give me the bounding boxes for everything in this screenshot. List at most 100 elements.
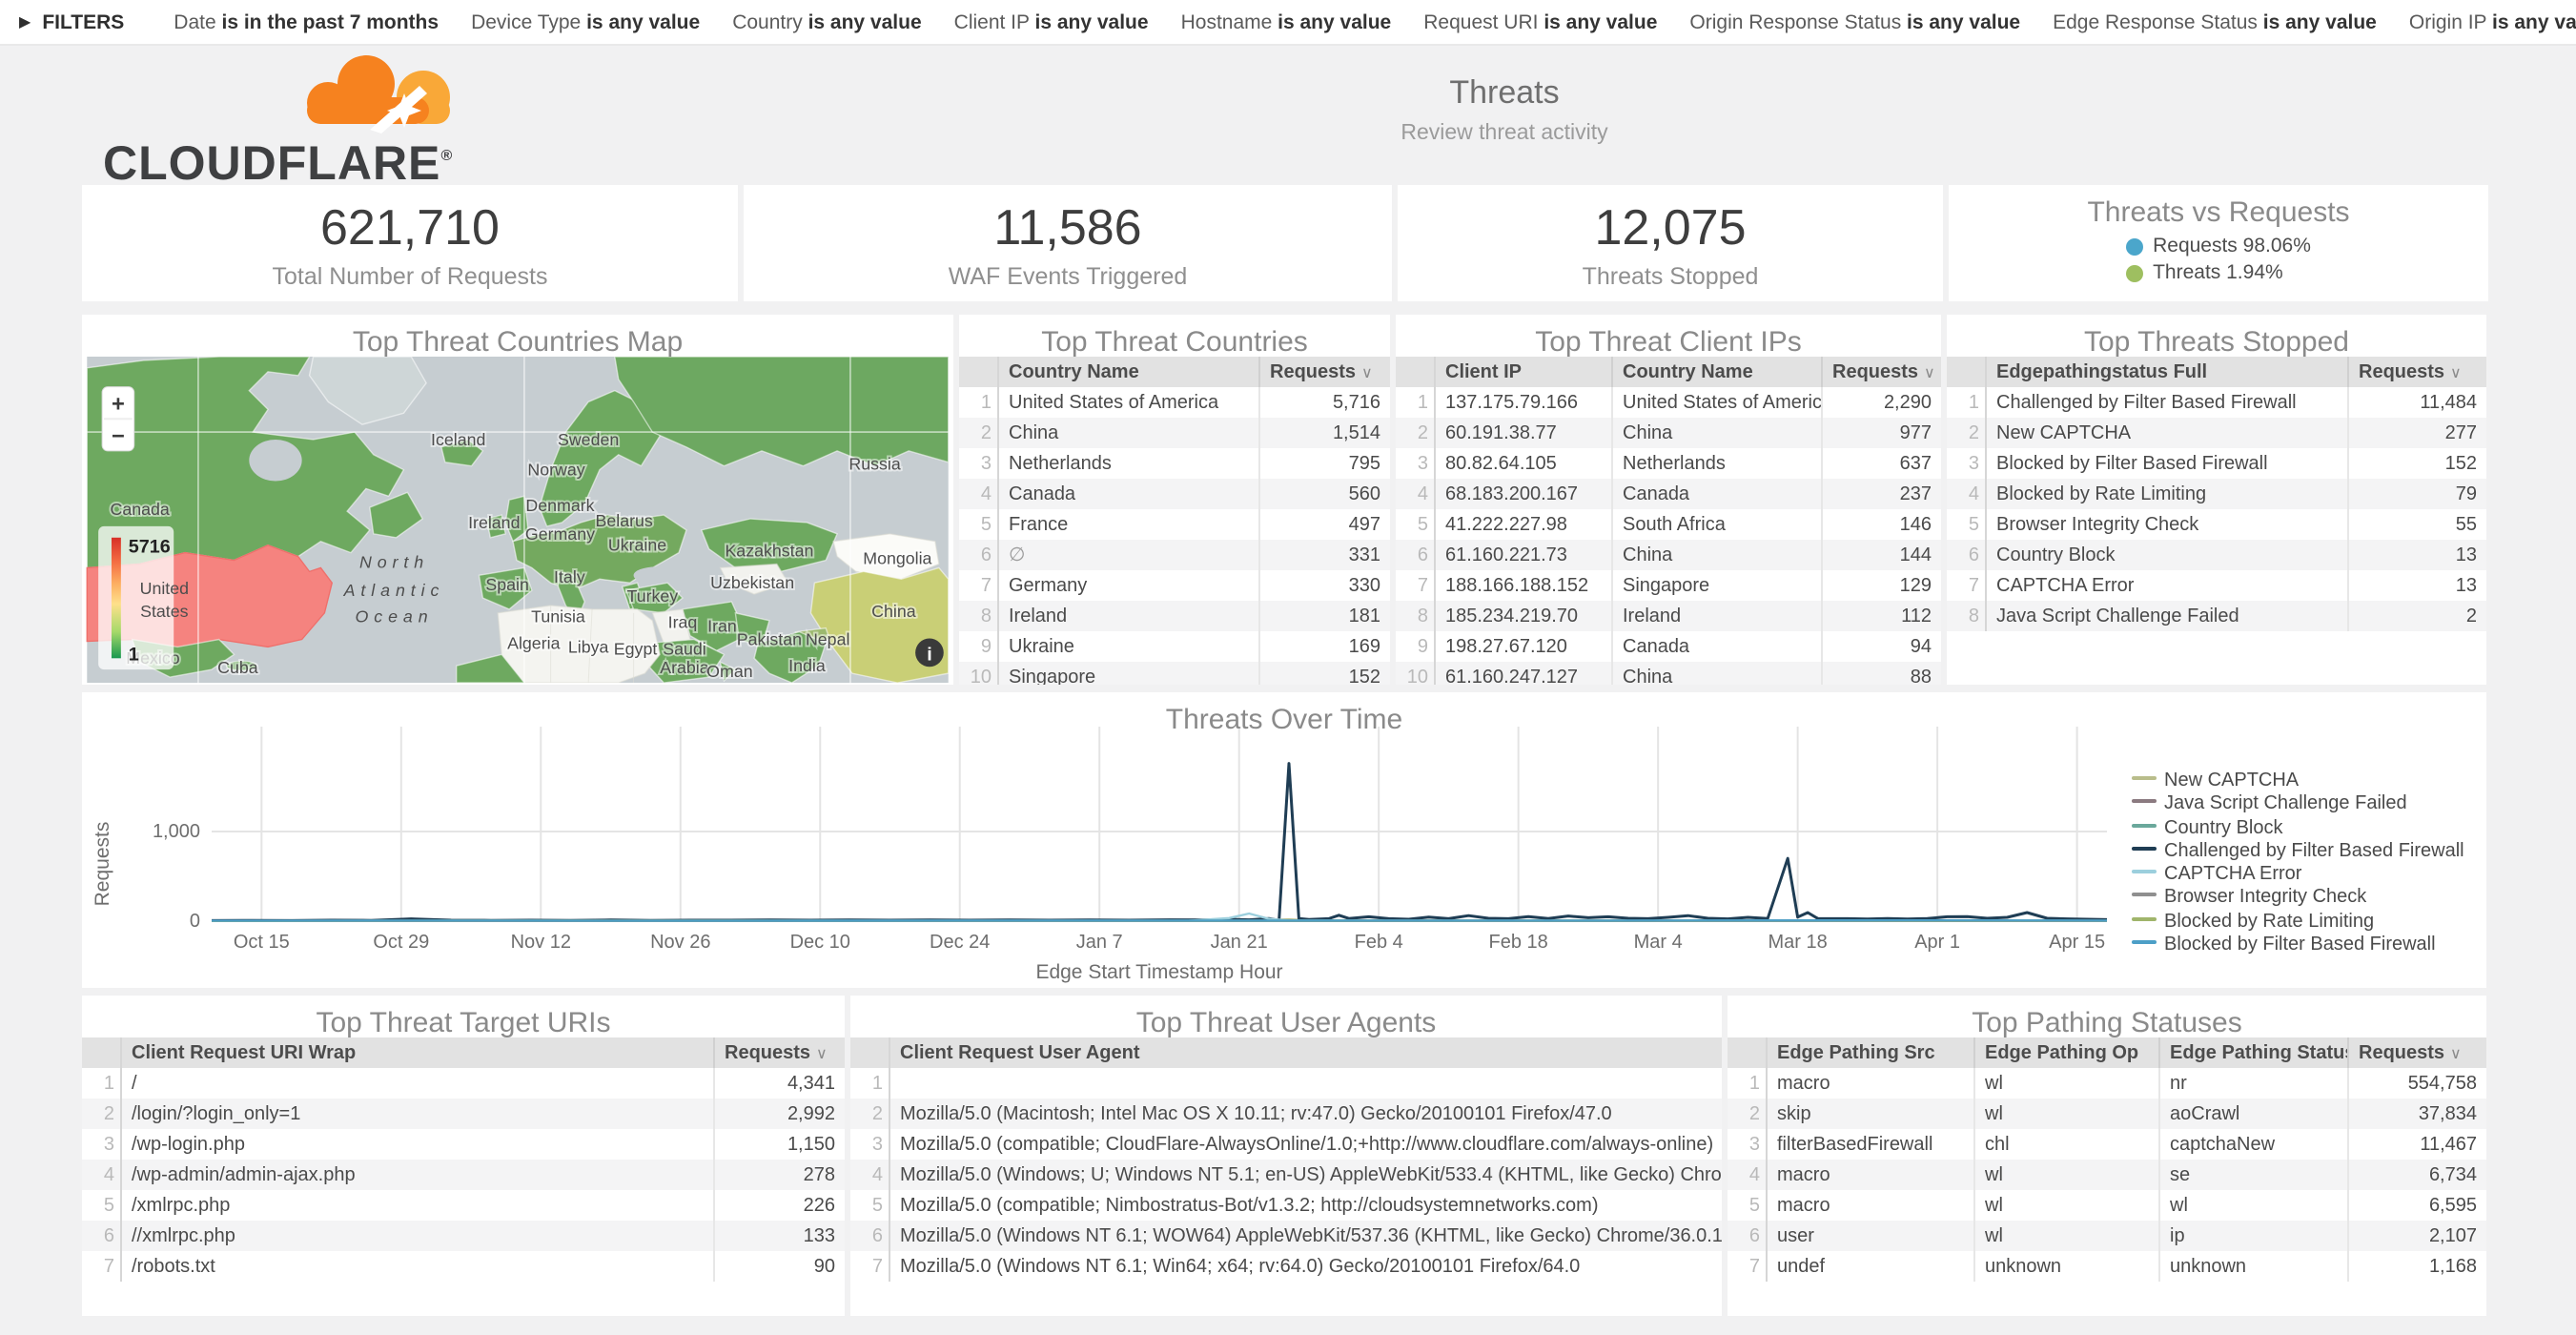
map-label-tunisia: Tunisia — [531, 607, 585, 626]
legend-line-swatch-icon — [2132, 893, 2157, 897]
legend-line-swatch-icon — [2132, 799, 2157, 804]
chart-legend-item[interactable]: Java Script Challenge Failed — [2132, 794, 2477, 818]
panel-title: Top Threat Countries Map — [352, 326, 684, 357]
column-header-requests[interactable]: Requests ∨ — [714, 1037, 845, 1068]
filter-chip-device-type[interactable]: Device Type is any value — [471, 10, 701, 33]
chart-legend: New CAPTCHA Java Script Challenge Failed C… — [2132, 770, 2477, 958]
table-row: 4 Mozilla/5.0 (Windows; U; Windows NT 5.1… — [850, 1160, 1722, 1190]
legend-line-swatch-icon — [2132, 776, 2157, 780]
column-header-country-name: Country Name — [1612, 357, 1823, 387]
map-label-sweden: Sweden — [558, 430, 619, 449]
column-header-requests[interactable]: Requests ∨ — [2348, 1037, 2486, 1068]
table-row: 1 137.175.79.166 United States of America 2… — [1396, 387, 1941, 418]
table-row: 10 Singapore 152 — [959, 662, 1390, 685]
top-threat-target-uris-table: Client Request URI Wrap Requests ∨ 1/4,341 2… — [82, 1037, 845, 1282]
chart-legend-item[interactable]: Country Block — [2132, 817, 2477, 841]
legend-line-swatch-icon — [2132, 940, 2157, 945]
table-row: 3 Blocked by Filter Based Firewall 152 — [1947, 448, 2486, 479]
filters-expand-icon[interactable]: ▶ — [19, 13, 31, 31]
filter-chip-country[interactable]: Country is any value — [732, 10, 922, 33]
page-subtitle: Review threat activity — [1400, 122, 1608, 145]
table-row: 8 Java Script Challenge Failed 2 — [1947, 601, 2486, 631]
legend-line-swatch-icon — [2132, 823, 2157, 828]
filter-chip-client-ip[interactable]: Client IP is any value — [953, 10, 1149, 33]
legend-line-swatch-icon — [2132, 916, 2157, 921]
sort-chevron-icon: ∨ — [2450, 1044, 2462, 1061]
top-threat-client-ips-panel: Top Threat Client IPs Client IP Country N… — [1396, 315, 1941, 685]
threats-over-time-chart: Oct 15 Oct 29 Nov 12 Nov 26 Dec 10 Dec 24 Jan … — [92, 727, 2108, 983]
table-row: 5 41.222.227.98 South Africa 146 — [1396, 509, 1941, 540]
legend-line-swatch-icon — [2132, 846, 2157, 851]
chart-legend-item[interactable]: Blocked by Rate Limiting — [2132, 912, 2477, 935]
filter-chip-edge-response-status[interactable]: Edge Response Status is any value — [2053, 10, 2377, 33]
stat-threats-stopped: 12,075 Threats Stopped — [1398, 185, 1943, 301]
bottom-row: Top Threat Target URIs Client Request UR… — [82, 996, 2576, 1316]
map-label-uzbekistan: Uzbekistan — [710, 573, 794, 592]
stat-value: 11,586 — [993, 198, 1142, 256]
map-label-ocean: Ocean — [355, 607, 433, 626]
x-tick-label: Jan 21 — [1211, 932, 1268, 953]
stat-label: WAF Events Triggered — [948, 263, 1188, 290]
table-row: 5 macro wl wl 6,595 — [1728, 1190, 2486, 1221]
chart-legend-item[interactable]: Blocked by Filter Based Firewall — [2132, 934, 2477, 958]
chart-legend-item[interactable]: CAPTCHA Error — [2132, 864, 2477, 888]
column-header-requests[interactable]: Requests ∨ — [1822, 357, 1941, 387]
threats-vs-requests-panel: Threats vs Requests Requests 98.06% Threa… — [1949, 185, 2488, 301]
filter-chip-date[interactable]: Date is in the past 7 months — [174, 10, 440, 33]
x-tick-label: Feb 4 — [1355, 932, 1403, 953]
table-row: 2 60.191.38.77 China 977 — [1396, 418, 1941, 448]
stat-total-requests: 621,710 Total Number of Requests — [82, 185, 738, 301]
map-label-iraq: Iraq — [668, 613, 698, 632]
stats-row: 621,710 Total Number of Requests 11,586 … — [82, 185, 2576, 301]
threat-countries-map-panel: Top Threat Countries Map — [82, 315, 953, 685]
table-row: 3 filterBasedFirewall chl captchaNew 11,467 — [1728, 1129, 2486, 1160]
map-zoom-out-button[interactable]: − — [112, 424, 125, 449]
filter-chip-origin-response-status[interactable]: Origin Response Status is any value — [1689, 10, 2021, 33]
table-row: 6 Country Block 13 — [1947, 540, 2486, 570]
chart-legend-item[interactable]: Browser Integrity Check — [2132, 888, 2477, 912]
x-tick-label: Dec 10 — [790, 932, 850, 953]
table-row: 5 France 497 — [959, 509, 1390, 540]
threats-over-time-panel: Threats Over Time Oct 15 Oct 29 Nov 12 Nov … — [82, 692, 2486, 988]
chart-legend-item[interactable]: New CAPTCHA — [2132, 770, 2477, 794]
filter-chip-hostname[interactable]: Hostname is any value — [1180, 10, 1392, 33]
dashboard-header: CLOUDFLARE® Threats Review threat activi… — [0, 46, 2576, 188]
top-threat-target-uris-panel: Top Threat Target URIs Client Request UR… — [82, 996, 845, 1316]
x-tick-label: Jan 7 — [1076, 932, 1123, 953]
column-header-requests[interactable]: Requests ∨ — [1259, 357, 1390, 387]
x-tick-label: Nov 12 — [511, 932, 571, 953]
map-label-china: China — [871, 602, 916, 621]
legend-dot-icon — [2126, 237, 2144, 255]
map-label-egypt: Egypt — [614, 639, 658, 658]
table-row: 7 undef unknown unknown 1,168 — [1728, 1251, 2486, 1282]
filter-chip-request-uri[interactable]: Request URI is any value — [1423, 10, 1658, 33]
map-label-india: India — [788, 656, 826, 675]
table-row: 2 China 1,514 — [959, 418, 1390, 448]
column-header-client-request-uri-wrap: Client Request URI Wrap — [121, 1037, 715, 1068]
legend-line-swatch-icon — [2132, 870, 2157, 874]
top-threat-countries-panel: Top Threat Countries Country Name Request… — [959, 315, 1390, 685]
stat-value: 12,075 — [1594, 198, 1747, 256]
tvr-legend-item: Requests 98.06% — [2126, 233, 2311, 259]
map-label-canada: Canada — [110, 500, 169, 519]
x-tick-label: Mar 4 — [1634, 932, 1683, 953]
filter-chip-origin-ip[interactable]: Origin IP is any value — [2408, 10, 2576, 33]
map-zoom-control[interactable]: + − — [101, 386, 135, 452]
map-label-belarus: Belarus — [596, 511, 653, 530]
legend-dot-icon — [2126, 264, 2144, 281]
page-title-block: Threats Review threat activity — [1314, 74, 1695, 145]
map-label-iran: Iran — [707, 617, 737, 636]
stat-label: Total Number of Requests — [272, 263, 548, 290]
panel-title: Top Threats Stopped — [2084, 326, 2349, 357]
map-label-saudi: Saudi — [663, 639, 705, 658]
map-zoom-in-button[interactable]: + — [112, 392, 125, 417]
map-label-spain: Spain — [485, 575, 528, 594]
x-tick-label: Apr 1 — [1914, 932, 1960, 953]
chart-legend-item[interactable]: Challenged by Filter Based Firewall — [2132, 841, 2477, 865]
map-info-icon[interactable]: i — [915, 638, 944, 668]
threats-vs-requests-legend: Requests 98.06% Threats 1.94% — [2126, 233, 2311, 286]
column-header-requests[interactable]: Requests ∨ — [2348, 357, 2486, 387]
table-row: 5 Browser Integrity Check 55 — [1947, 509, 2486, 540]
